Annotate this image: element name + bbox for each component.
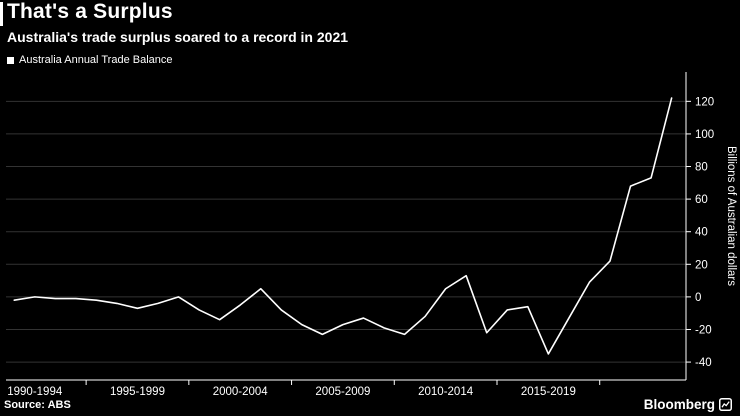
chart-subtitle: Australia's trade surplus soared to a re…	[7, 29, 349, 45]
x-tick-label: 2000-2004	[213, 386, 269, 398]
y-tick-label: -20	[695, 324, 712, 336]
bloomberg-wordmark: Bloomberg	[643, 397, 715, 412]
bloomberg-chart-icon	[719, 398, 732, 411]
y-tick-label: 40	[695, 227, 708, 239]
chart-title: That's a Surplus	[7, 0, 173, 23]
x-tick-label: 2015-2019	[521, 386, 576, 398]
x-tick-label: 2010-2014	[418, 386, 474, 398]
x-tick-label: 1995-1999	[110, 386, 165, 398]
y-tick-label: 20	[695, 259, 708, 271]
y-tick-label: 60	[695, 194, 708, 206]
x-tick-label: 1990-1994	[7, 386, 63, 398]
y-tick-label: 100	[695, 129, 714, 141]
source-label: Source: ABS	[4, 399, 71, 411]
chart-legend: Australia Annual Trade Balance	[7, 54, 173, 66]
y-tick-label: -40	[695, 357, 712, 369]
bloomberg-logo: Bloomberg	[644, 397, 732, 412]
legend-square-icon	[7, 56, 14, 64]
title-accent-bar	[0, 2, 3, 26]
trade-balance-line	[13, 97, 673, 355]
legend-label: Australia Annual Trade Balance	[19, 54, 173, 66]
y-axis-title: Billions of Australian dollars	[725, 146, 737, 286]
y-tick-label: 0	[695, 292, 701, 304]
y-tick-label: 120	[695, 96, 714, 108]
x-tick-label: 2005-2009	[315, 386, 370, 398]
y-tick-label: 80	[695, 162, 708, 174]
